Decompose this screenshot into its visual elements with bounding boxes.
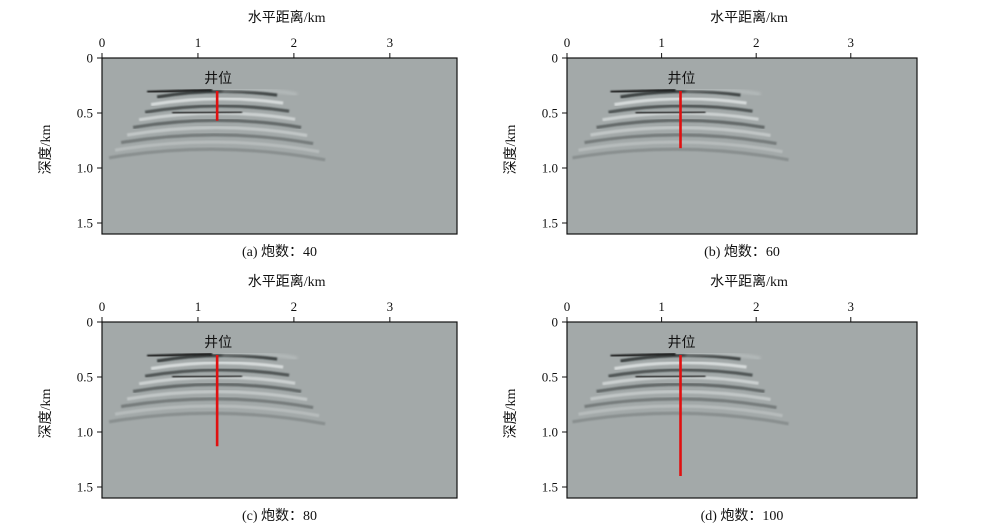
y-tick-label: 1.0: [542, 161, 558, 176]
y-axis-title: 深度/km: [38, 389, 54, 439]
x-tick-label: 3: [848, 35, 855, 50]
y-tick-label: 0: [552, 51, 559, 66]
plot-frame: [566, 321, 918, 499]
chart-panel: 井位 0 1 2 3 水平距离/km 0 0.5 1.0 1.5 深度/km (d) 炮数：100: [503, 273, 918, 524]
y-tick-label: 1.0: [542, 425, 558, 440]
well-label: 井位: [668, 335, 696, 351]
x-tick-label: 0: [564, 299, 571, 314]
reflection-event: [610, 352, 676, 358]
plot-frame: [101, 321, 458, 499]
chart-panel: 井位 0 1 2 3 水平距离/km 0 0.5 1.0 1.5 深度/km (c) 炮数：80: [38, 273, 458, 524]
y-tick-label: 0: [87, 51, 94, 66]
reflection-event: [147, 352, 213, 358]
plot-frame: [566, 57, 918, 235]
x-tick-label: 3: [387, 35, 394, 50]
reflection-event: [172, 110, 243, 115]
reflection-event: [222, 352, 298, 360]
y-tick-label: 1.5: [542, 480, 558, 495]
panel-caption: (b) 炮数：60: [704, 244, 780, 260]
y-tick-label: 1.5: [77, 480, 93, 495]
x-axis-title: 水平距离/km: [248, 9, 326, 26]
y-tick-label: 0.5: [542, 370, 558, 385]
x-axis-title: 水平距离/km: [248, 273, 326, 290]
y-tick-label: 1.0: [77, 425, 93, 440]
x-tick-label: 2: [291, 35, 298, 50]
x-tick-label: 2: [753, 35, 760, 50]
reflection-event: [572, 147, 789, 162]
y-tick-label: 1.5: [77, 216, 93, 231]
reflection-event: [685, 352, 761, 360]
chart-panel: 井位 0 1 2 3 水平距离/km 0 0.5 1.0 1.5 深度/km (a) 炮数：40: [38, 9, 458, 260]
reflection-event: [635, 110, 706, 115]
x-tick-label: 0: [99, 299, 106, 314]
reflection-event: [222, 88, 298, 96]
reflection-event: [147, 88, 213, 94]
well-label: 井位: [204, 335, 232, 351]
reflection-event: [172, 374, 243, 379]
x-tick-label: 3: [387, 299, 394, 314]
x-tick-label: 0: [564, 35, 571, 50]
y-tick-label: 0: [552, 315, 559, 330]
x-tick-label: 1: [195, 35, 202, 50]
y-axis-title: 深度/km: [503, 125, 519, 175]
x-tick-label: 1: [658, 35, 665, 50]
reflection-event: [108, 147, 326, 162]
plot-frame: [101, 57, 458, 235]
x-tick-label: 2: [291, 299, 298, 314]
x-axis-title: 水平距离/km: [710, 273, 788, 290]
well-label: 井位: [204, 71, 232, 87]
x-tick-label: 2: [753, 299, 760, 314]
x-tick-label: 3: [848, 299, 855, 314]
reflection-event: [114, 140, 320, 154]
chart-panel: 井位 0 1 2 3 水平距离/km 0 0.5 1.0 1.5 深度/km (b) 炮数：60: [503, 9, 918, 260]
y-tick-label: 0.5: [77, 370, 93, 385]
panel-caption: (d) 炮数：100: [701, 508, 784, 524]
panel-caption: (a) 炮数：40: [242, 244, 317, 260]
y-axis-title: 深度/km: [503, 389, 519, 439]
x-tick-label: 1: [658, 299, 665, 314]
y-tick-label: 0: [87, 315, 94, 330]
reflection-event: [685, 88, 761, 96]
well-label: 井位: [668, 71, 696, 87]
x-tick-label: 1: [195, 299, 202, 314]
reflection-event: [635, 374, 706, 379]
y-axis-title: 深度/km: [38, 125, 54, 175]
reflection-event: [120, 133, 314, 146]
y-tick-label: 1.0: [77, 161, 93, 176]
y-tick-label: 1.5: [542, 216, 558, 231]
x-tick-label: 0: [99, 35, 106, 50]
reflection-event: [610, 88, 676, 94]
x-axis-title: 水平距离/km: [710, 9, 788, 26]
reflection-event: [126, 126, 308, 138]
y-tick-label: 0.5: [77, 106, 93, 121]
panel-caption: (c) 炮数：80: [242, 508, 317, 524]
y-tick-label: 0.5: [542, 106, 558, 121]
